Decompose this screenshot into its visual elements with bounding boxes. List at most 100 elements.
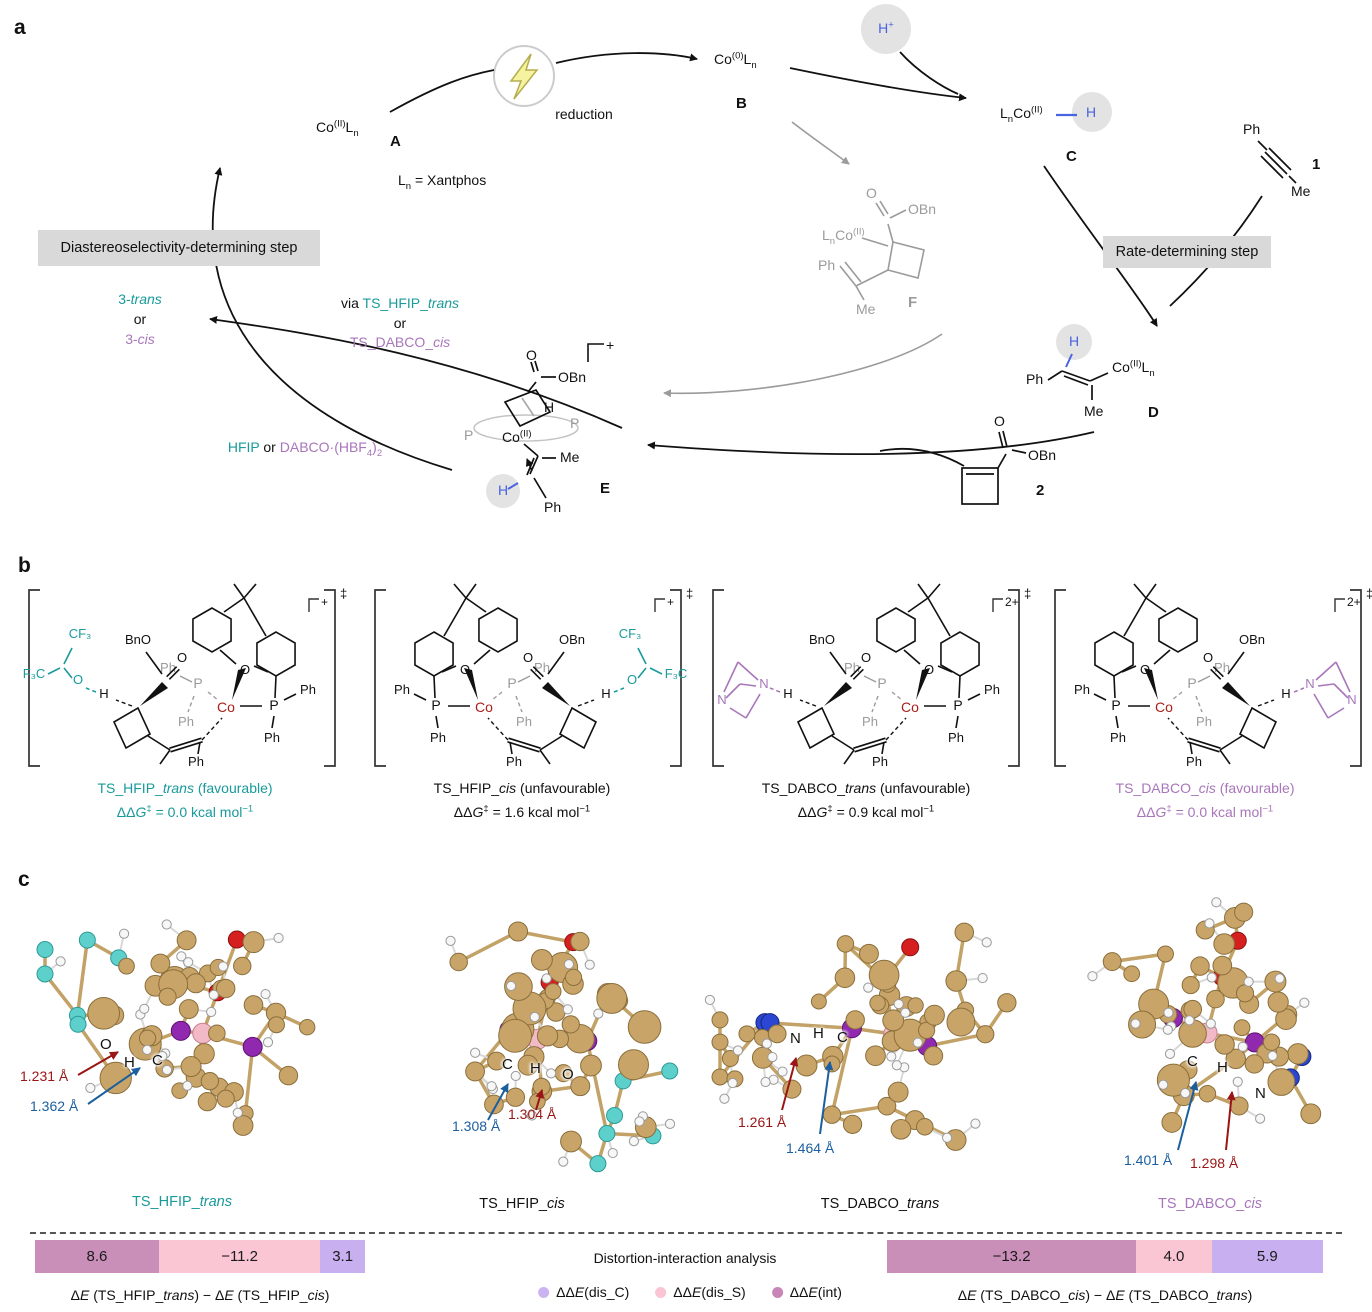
m2-caption: TS_HFIP_cis: [479, 1196, 565, 1212]
analysis-title: Distortion-interaction analysis: [593, 1250, 777, 1266]
ts-sketch-label: P: [431, 697, 440, 713]
model-atoms: [36, 919, 316, 1136]
ts-dagger-symbol: ‡: [686, 586, 693, 601]
compound1-me: Me: [1291, 183, 1311, 199]
cycle-arrows: [209, 51, 1263, 471]
ts1-caption: TS_HFIP_trans (favourable): [97, 780, 273, 796]
ts-sketch-label: P: [1187, 675, 1196, 691]
f-oxygen: O: [866, 185, 877, 201]
ts-dagger-symbol: ‡: [1366, 586, 1372, 601]
e-h: H: [544, 399, 555, 415]
right-bar-caption: ΔE (TS_DABCO_cis) − ΔE (TS_DABCO_trans): [957, 1287, 1253, 1303]
m1-dist-blue: 1.362 Å: [30, 1098, 79, 1114]
via-ts-dabco-cis: TS_DABCO_cis: [349, 334, 451, 350]
molecular-model-3d-1: [36, 919, 316, 1136]
legend-dot-icon: [538, 1287, 550, 1298]
ts-sketch-label: Co: [901, 699, 919, 715]
e-o: O: [526, 347, 537, 363]
bar-segment: −11.2: [158, 1240, 321, 1273]
ts-sketch-label: BnO: [809, 632, 835, 647]
agostic-h-highlight-circle: [486, 474, 520, 508]
catalytic-cycle-drawing: [209, 4, 1297, 508]
species-c-formula: LnCo(II): [1000, 104, 1043, 125]
ts-dagger-symbol: ‡: [340, 586, 347, 601]
d-h: H: [1069, 333, 1080, 349]
ts-sketch-label: Co: [475, 699, 493, 715]
ts-sketch-label: P: [953, 697, 962, 713]
rate-determining-step-text: Rate-determining step: [1115, 244, 1259, 260]
panel-a-label: a: [14, 16, 26, 39]
model-atoms: [1087, 897, 1322, 1133]
ts-structure-sketch-1: +‡OCoPPhPhPPhPhOBnOHPhOCF₃F₃C: [23, 583, 347, 769]
m2-atom-c: C: [502, 1056, 513, 1073]
m3-atom-c: C: [837, 1029, 848, 1046]
compound1-bonds: [1257, 140, 1297, 184]
d-me: Me: [1084, 403, 1104, 419]
ts-charge: 2+: [1005, 595, 1019, 609]
panel-b-label: b: [18, 554, 31, 577]
ts4-caption: TS_DABCO_cis (favourable): [1115, 780, 1295, 796]
ts-structure-sketch-4: 2+‡OCoPPhPhPPhPhOOBnHPhNN: [1054, 583, 1372, 769]
d-ph: Ph: [1026, 371, 1044, 387]
dabco-energy-bar: −13.2 4.0 5.9: [887, 1240, 1323, 1273]
ts3-caption: TS_DABCO_trans (unfavourable): [761, 780, 971, 796]
ts-sketch-label: OBn: [1239, 632, 1265, 647]
ts-sketch-label: BnO: [125, 632, 151, 647]
distance-arrows: [77, 1051, 1236, 1151]
ts4-energy: ΔΔG‡ = 0.0 kcal mol−1: [1136, 803, 1274, 820]
hydride-highlight-circle: [1072, 92, 1112, 132]
species-a-formula: Co(II)Ln: [316, 118, 359, 139]
compound2-tag: 2: [1036, 482, 1045, 499]
f-obn: OBn: [908, 201, 937, 217]
ts-sketch-label: P: [507, 675, 516, 691]
ts-sketch-label: Co: [217, 699, 235, 715]
intermediate-f-bonds: [839, 200, 925, 301]
ts-sketch-label: Ph: [264, 730, 280, 745]
compound2-bonds: [961, 430, 1027, 505]
ts-charge: +: [321, 595, 328, 609]
ts-sketch-label: CF₃: [69, 626, 92, 641]
ts-sketch-label: O: [861, 650, 871, 665]
legend-item: ΔΔE(dis_C): [538, 1284, 629, 1300]
m1-atom-o: O: [100, 1036, 112, 1053]
model-atoms: [445, 921, 679, 1173]
ts-sketch-label: O: [73, 672, 83, 687]
m2-dist-red: 1.304 Å: [508, 1106, 557, 1122]
via-prefix: via: [340, 295, 363, 311]
m1-dist-red: 1.231 Å: [20, 1068, 69, 1084]
ts1-energy: ΔΔG‡ = 0.0 kcal mol−1: [116, 803, 254, 820]
f-tag: F: [908, 294, 918, 311]
f-ph: Ph: [818, 257, 836, 273]
d-cobalt: Co(II)Ln: [1112, 358, 1155, 379]
additive-hfip: HFIP: [227, 439, 260, 455]
ts-sketch-label: Ph: [1110, 730, 1126, 745]
ts-charge: +: [667, 595, 674, 609]
species-a-tag: A: [390, 133, 401, 150]
species-c-tag: C: [1066, 148, 1077, 165]
product-trans-label: 3-trans: [118, 291, 162, 307]
m1-atom-h: H: [124, 1054, 135, 1071]
panel-c-label: c: [18, 868, 30, 891]
ts-sketch-label: Ph: [1074, 682, 1090, 697]
e-charge: +: [606, 337, 615, 353]
m4-atom-n: N: [1255, 1085, 1266, 1102]
additive-dabco: DABCO·(HBF4)2: [279, 439, 383, 459]
compound1-ph: Ph: [1243, 121, 1261, 137]
lightning-icon: [493, 45, 555, 107]
ts-sketch-label: P: [877, 675, 886, 691]
ts-sketch-label: P: [269, 697, 278, 713]
m4-caption: TS_DABCO_cis: [1158, 1196, 1262, 1212]
m3-dist-blue: 1.464 Å: [786, 1140, 835, 1156]
ts-sketch-label: Ph: [872, 754, 888, 769]
legend-label: ΔΔE(dis_S): [673, 1284, 746, 1300]
via-ts-line1: via TS_HFIP_trans: [341, 296, 459, 311]
e-tag: E: [600, 480, 611, 497]
e-p-right: P: [570, 415, 580, 431]
bar-segment: 5.9: [1211, 1240, 1323, 1273]
ts-sketch-label: OBn: [559, 632, 585, 647]
ts-sketch-label: Ph: [178, 714, 194, 729]
dashed-divider: [30, 1232, 1342, 1234]
hfip-energy-bar: 8.6 −11.2 3.1: [35, 1240, 365, 1273]
m2-atom-h: H: [530, 1060, 541, 1077]
m2-atom-o: O: [562, 1066, 574, 1083]
